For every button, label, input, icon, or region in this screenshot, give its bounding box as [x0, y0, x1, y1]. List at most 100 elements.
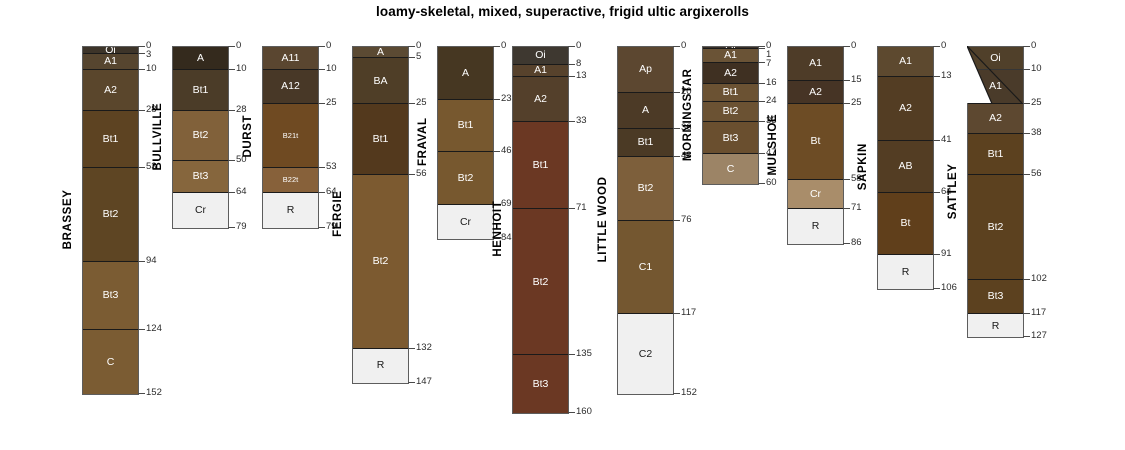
horizon-bt: Bt: [788, 104, 843, 180]
axis-tick: [758, 46, 765, 47]
horizon-a: A: [353, 47, 408, 59]
profile-column: A Bt1 Bt2 Cr: [437, 46, 494, 240]
axis-tick-label: 8: [576, 58, 582, 70]
axis-tick: [228, 109, 235, 111]
axis-tick-label: 160: [576, 405, 592, 417]
axis-tick-label: 117: [1031, 307, 1047, 319]
horizon-label: A: [196, 51, 204, 64]
axis-tick: [568, 75, 575, 77]
horizon-r: R: [878, 254, 933, 290]
profile-name-label: SATTLEY: [947, 163, 959, 219]
horizon-c: C: [83, 330, 138, 395]
horizon-b21t: B21t: [263, 104, 318, 169]
horizon-a2: A2: [703, 62, 758, 84]
horizon-label: B22t: [282, 175, 299, 185]
axis-tick: [493, 237, 500, 239]
horizon-a: A: [438, 47, 493, 100]
horizon-label: Bt1: [457, 119, 474, 132]
axis-tick-label: 132: [416, 341, 432, 353]
axis-tick: [933, 288, 940, 290]
horizon-label: A2: [809, 85, 822, 98]
horizon-label: A1: [989, 80, 1002, 93]
horizon-bt3: Bt3: [83, 261, 138, 331]
axis-tick-label: 0: [501, 40, 507, 51]
axis-tick: [758, 183, 765, 185]
axis-tick: [408, 173, 415, 175]
horizon-label: A: [376, 47, 384, 58]
axis-tick: [568, 46, 575, 47]
horizon-label: A11: [281, 51, 300, 64]
axis-tick-label: 64: [326, 186, 337, 198]
axis-tick: [1023, 173, 1030, 175]
horizon-cr: Cr: [788, 179, 843, 210]
horizon-label: Bt1: [987, 147, 1004, 160]
axis-tick: [758, 153, 765, 155]
horizon-ab: AB: [878, 140, 933, 194]
horizon-bt1: Bt1: [438, 99, 493, 153]
profile-column: Oi A1 A2 Bt1 Bt2 Bt3: [512, 46, 569, 414]
axis-tick-label: 91: [941, 247, 952, 259]
axis-tick: [843, 103, 850, 105]
axis-tick-label: 94: [146, 254, 157, 266]
axis-tick-label: 117: [681, 307, 697, 319]
axis-tick: [408, 46, 415, 47]
horizon-label: C: [106, 356, 115, 369]
axis-tick: [673, 313, 680, 315]
axis-tick: [138, 68, 145, 70]
horizon-label: A1: [809, 57, 822, 70]
axis-tick-label: 48: [681, 149, 692, 161]
horizon-label: R: [811, 220, 820, 233]
axis-tick: [843, 242, 850, 244]
horizon-bt2: Bt2: [968, 174, 1023, 281]
horizon-label: Bt2: [532, 275, 549, 288]
horizon-label: Bt2: [192, 129, 209, 142]
axis-tick: [673, 46, 680, 47]
axis-tick-label: 102: [1031, 273, 1047, 285]
horizon-label: Oi: [535, 49, 546, 62]
axis-tick: [933, 75, 940, 77]
profile-column: A11 A12 B21t B22t R: [262, 46, 319, 229]
horizon-bt2: Bt2: [173, 110, 228, 162]
horizon-bt1: Bt1: [703, 83, 758, 102]
horizon-label: Oi: [105, 47, 116, 54]
axis-tick-label: 46: [501, 145, 512, 157]
profile-name-label: MORNINGSTAR: [682, 68, 694, 161]
axis-tick: [673, 393, 680, 395]
horizon-c2: C2: [618, 314, 673, 395]
axis-tick: [228, 160, 235, 162]
horizon-label: R: [286, 204, 295, 217]
profile-column: A BA Bt1 Bt2 R: [352, 46, 409, 384]
axis-tick-label: 127: [1031, 330, 1047, 342]
axis-tick: [568, 64, 575, 66]
horizon-bt2: Bt2: [438, 152, 493, 205]
axis-tick-label: 16: [766, 76, 777, 88]
axis-tick-label: 23: [501, 92, 512, 104]
horizon-ap: Ap: [618, 47, 673, 93]
axis-tick: [843, 208, 850, 210]
horizon-oi: Oi: [83, 47, 138, 54]
horizon-bt1: Bt1: [513, 122, 568, 210]
horizon-a2: A2: [83, 69, 138, 111]
horizon-label: Bt3: [532, 377, 549, 390]
axis-tick-label: 5: [416, 51, 422, 63]
profile-column: Oi A1 A2 Bt1 Bt2 Bt3 R: [967, 46, 1024, 339]
horizon-label: A2: [989, 112, 1002, 125]
axis-tick: [228, 226, 235, 228]
horizon-label: C: [726, 162, 735, 175]
profile-name-label: SAPKIN: [857, 143, 869, 191]
horizon-label: Bt1: [532, 159, 549, 172]
horizon-a2: A2: [788, 81, 843, 105]
horizon-r: R: [353, 348, 408, 383]
axis-tick-label: 60: [766, 177, 777, 189]
horizon-label: Bt1: [102, 132, 119, 145]
horizon-r: R: [968, 314, 1023, 338]
axis-tick: [228, 46, 235, 47]
axis-tick-label: 0: [576, 40, 582, 51]
axis-tick-label: 0: [766, 40, 772, 51]
axis-tick: [1023, 279, 1030, 281]
axis-tick: [933, 192, 940, 194]
axis-tick-label: 0: [146, 40, 152, 51]
horizon-label: R: [901, 265, 910, 278]
horizon-a1: A1: [83, 53, 138, 70]
